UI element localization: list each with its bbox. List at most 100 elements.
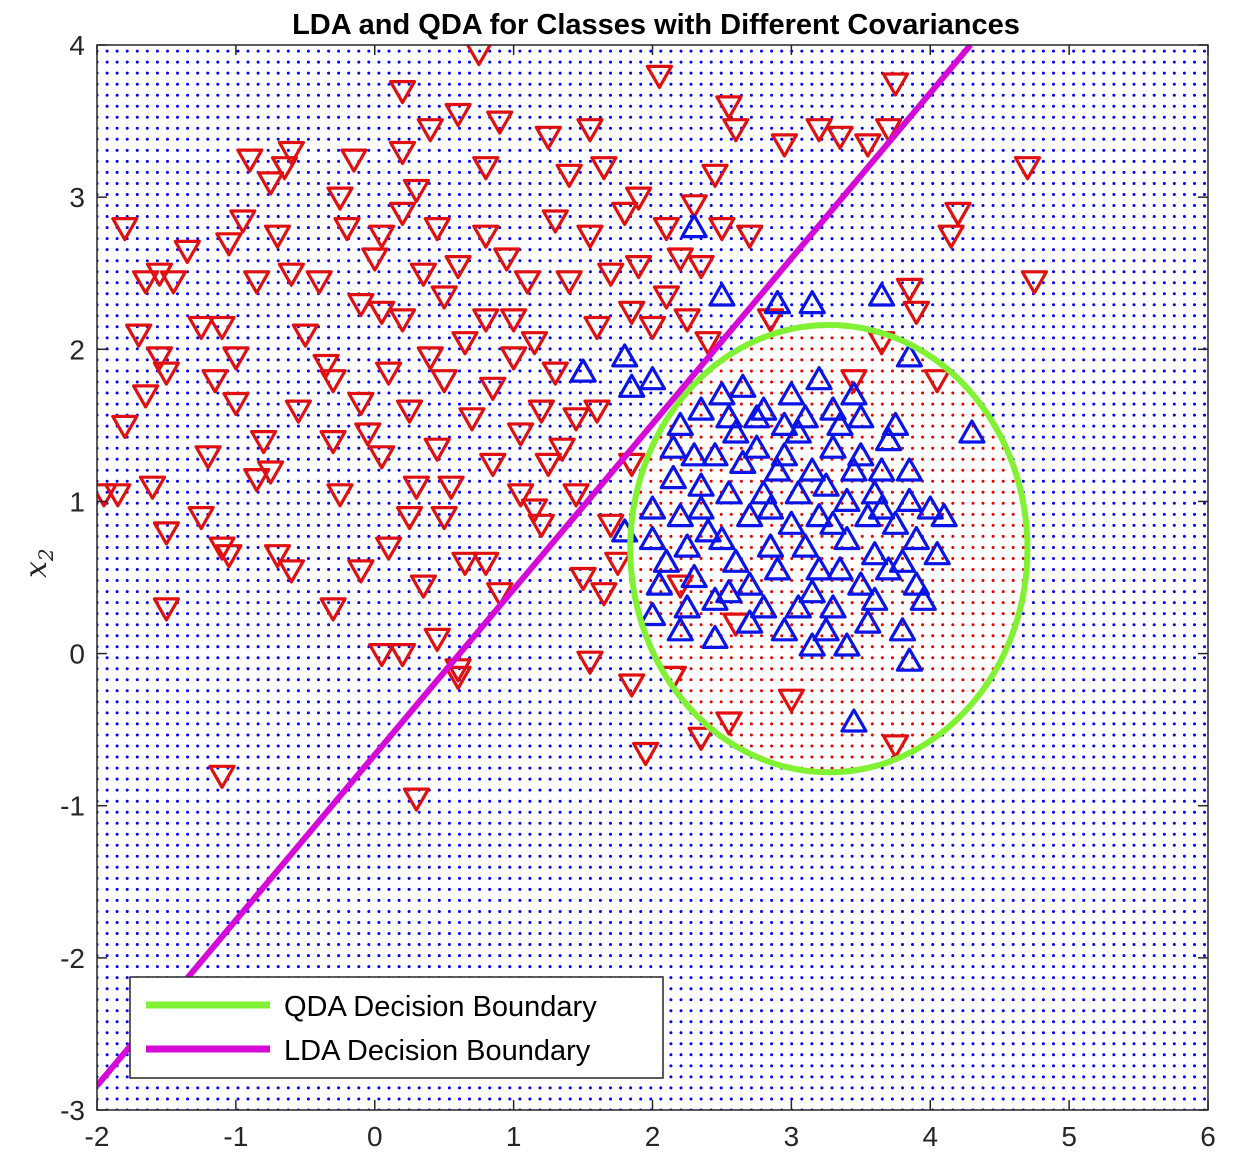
class1-point bbox=[263, 544, 292, 569]
class2-point bbox=[840, 708, 868, 733]
class1-point bbox=[312, 353, 340, 379]
class1-point bbox=[881, 734, 910, 759]
class2-point bbox=[569, 358, 597, 383]
class1-point bbox=[645, 64, 674, 90]
class1-point bbox=[229, 209, 257, 234]
class1-point bbox=[618, 673, 646, 698]
class2-point bbox=[736, 571, 764, 596]
class2-point bbox=[784, 480, 812, 505]
class2-point bbox=[895, 343, 924, 368]
class1-point bbox=[409, 262, 437, 287]
class1-point bbox=[534, 452, 562, 477]
class2-point bbox=[687, 396, 715, 421]
class2-point bbox=[916, 495, 944, 520]
class2-point bbox=[881, 411, 910, 436]
class2-point bbox=[659, 434, 687, 459]
class1-point bbox=[388, 642, 417, 668]
class2-point bbox=[930, 503, 958, 528]
class1-point bbox=[465, 45, 492, 67]
class2-point bbox=[743, 434, 771, 459]
class1-point bbox=[333, 217, 361, 242]
class2-point bbox=[958, 419, 986, 444]
class2-point bbox=[888, 617, 917, 642]
class2-point bbox=[770, 442, 799, 467]
class2-point bbox=[833, 487, 861, 512]
class2-point bbox=[673, 594, 701, 619]
class1-point bbox=[388, 308, 417, 333]
class2-point bbox=[902, 571, 931, 596]
legend-label-lda: LDA Decision Boundary bbox=[284, 1035, 591, 1067]
class2-point bbox=[819, 434, 847, 459]
class2-point bbox=[756, 495, 785, 520]
class1-point bbox=[187, 315, 215, 341]
class1-point bbox=[257, 460, 285, 485]
class1-point bbox=[388, 79, 417, 105]
class2-point bbox=[777, 510, 806, 535]
class1-point bbox=[402, 178, 430, 204]
class1-point bbox=[576, 224, 604, 249]
class1-point bbox=[722, 118, 750, 143]
class1-point bbox=[527, 399, 556, 424]
class1-point bbox=[326, 186, 354, 211]
class1-point bbox=[1020, 270, 1049, 295]
class2-point bbox=[729, 449, 757, 474]
class1-point bbox=[319, 430, 347, 455]
class2-point bbox=[673, 533, 701, 558]
class1-point bbox=[541, 209, 569, 234]
class1-point bbox=[687, 255, 715, 280]
class2-point bbox=[819, 396, 847, 421]
class2-point bbox=[798, 290, 826, 315]
class2-point bbox=[861, 541, 889, 566]
class2-point bbox=[611, 343, 639, 368]
class2-point bbox=[638, 525, 667, 551]
class2-point bbox=[923, 541, 951, 566]
class1-point bbox=[652, 285, 681, 310]
class1-point bbox=[201, 369, 229, 394]
class2-point bbox=[749, 594, 778, 619]
class2-point bbox=[680, 442, 708, 467]
class2-point bbox=[881, 510, 910, 535]
y-axis-label: x2 bbox=[19, 548, 58, 578]
chart-title: LDA and QDA for Classes with Different C… bbox=[292, 9, 1020, 41]
class1-point bbox=[520, 331, 549, 356]
class2-point bbox=[874, 427, 903, 452]
class1-point bbox=[937, 224, 965, 249]
class2-point bbox=[798, 579, 826, 604]
class1-point bbox=[631, 741, 660, 767]
class2-point bbox=[895, 647, 924, 672]
class1-point bbox=[145, 346, 174, 371]
class1-point bbox=[250, 430, 278, 455]
class1-point bbox=[277, 140, 305, 166]
class1-point bbox=[666, 247, 694, 272]
class2-point bbox=[666, 503, 694, 528]
class1-point bbox=[701, 163, 729, 188]
class1-point bbox=[423, 627, 451, 653]
class1-point bbox=[97, 483, 118, 508]
class1-point bbox=[416, 118, 444, 143]
class1-point bbox=[597, 513, 625, 538]
class1-point bbox=[541, 361, 569, 386]
class2-point bbox=[847, 404, 875, 429]
class2-point bbox=[770, 617, 799, 642]
class1-point bbox=[624, 255, 653, 280]
class1-point bbox=[208, 315, 236, 341]
class1-point bbox=[874, 118, 903, 143]
class1-point bbox=[430, 285, 458, 310]
class1-point bbox=[652, 217, 681, 242]
class1-point bbox=[590, 156, 618, 181]
class1-point bbox=[562, 483, 590, 508]
class2-point bbox=[867, 457, 896, 482]
class2-point bbox=[798, 632, 826, 657]
class2-point bbox=[687, 495, 715, 520]
class1-point bbox=[368, 445, 396, 470]
class2-point bbox=[867, 495, 896, 520]
class1-point bbox=[347, 293, 375, 318]
y-tick-label: 3 bbox=[69, 182, 85, 213]
class1-point bbox=[291, 323, 319, 348]
class2-point bbox=[708, 282, 736, 307]
class2-point bbox=[736, 609, 764, 634]
class1-point bbox=[1013, 156, 1042, 181]
class1-point bbox=[479, 376, 507, 401]
class1-point bbox=[326, 483, 354, 508]
